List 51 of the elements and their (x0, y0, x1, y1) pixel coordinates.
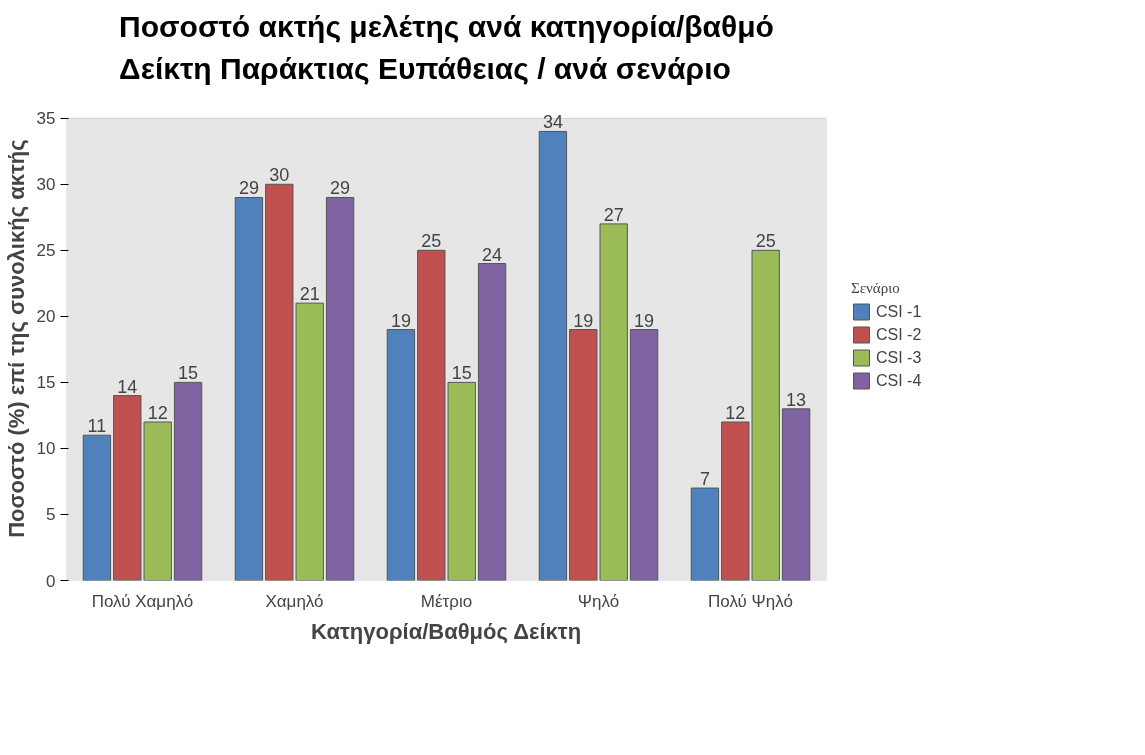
data-label: 21 (299, 284, 320, 305)
data-label: 15 (178, 363, 199, 384)
x-axis-title: Κατηγορία/Βαθμός Δείκτη (311, 618, 582, 644)
y-axis-title: Ποσοστό (%) επί της συνολικής ακτής (3, 139, 29, 538)
data-label: 25 (421, 231, 442, 252)
data-label: 24 (482, 244, 503, 265)
data-label: 19 (634, 310, 655, 331)
bar (386, 329, 416, 581)
legend-title: Σενάριο (851, 279, 901, 297)
data-label: 7 (699, 469, 710, 490)
data-label: 30 (269, 165, 290, 186)
data-label: 15 (451, 363, 472, 384)
x-tick-label: Ψηλό (577, 591, 620, 611)
data-label: 12 (147, 403, 168, 424)
data-label: 25 (755, 231, 776, 252)
y-tick-label: 30 (36, 175, 56, 195)
data-label: 29 (238, 178, 259, 199)
data-label: 12 (725, 403, 746, 424)
x-tick-label: Πολύ Χαμηλό (91, 591, 194, 611)
y-tick-label: 25 (36, 241, 56, 261)
x-tick-label: Πολύ Ψηλό (708, 591, 793, 611)
y-tick-label: 15 (36, 373, 56, 393)
y-tick-label: 10 (36, 439, 56, 459)
data-label: 19 (573, 310, 594, 331)
legend-label: CSI -2 (876, 325, 922, 344)
data-label: 13 (786, 389, 807, 410)
legend-label: CSI -1 (876, 302, 922, 321)
bar (173, 381, 203, 581)
x-tick-label: Χαμηλό (265, 591, 324, 611)
chart-title: Ποσοστό ακτής μελέτης ανά κατηγορία/βαθμό Δείκτη Παράκτιας Ευπάθειας / ανά σενάριο (119, 9, 774, 86)
data-label: 19 (390, 310, 411, 331)
bar (629, 329, 659, 581)
data-label: 27 (603, 204, 624, 225)
legend-label: CSI -3 (876, 348, 922, 367)
y-tick-label: 5 (46, 505, 56, 525)
bar (781, 408, 811, 581)
bar (82, 434, 112, 581)
data-label: 11 (87, 416, 107, 437)
bar (477, 263, 507, 581)
bar (234, 196, 264, 581)
data-label: 34 (542, 112, 563, 133)
data-label: 14 (117, 376, 138, 397)
y-tick-label: 35 (36, 109, 56, 129)
legend-label: CSI -4 (876, 371, 922, 390)
bar (325, 196, 355, 581)
data-label: 29 (330, 178, 351, 199)
x-tick-label: Μέτριο (420, 591, 473, 611)
bar (690, 487, 720, 581)
y-tick-label: 0 (46, 571, 56, 591)
bar (538, 130, 568, 581)
y-tick-label: 20 (36, 307, 56, 327)
